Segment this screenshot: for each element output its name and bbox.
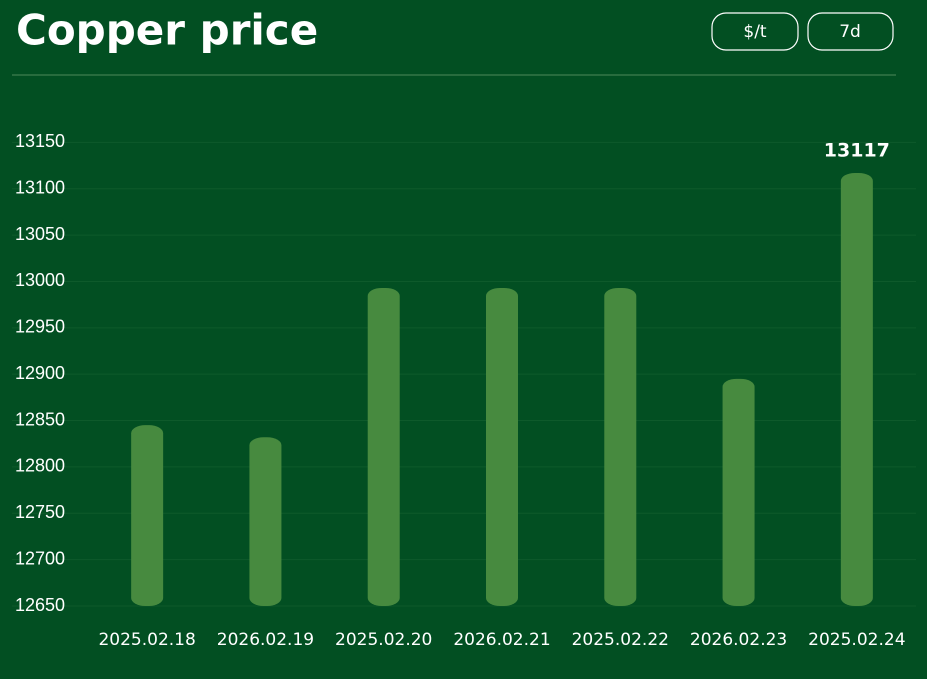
bar [840, 172, 873, 607]
button-label[interactable]: $/t [743, 22, 767, 42]
y-tick-label: 13050 [15, 224, 65, 244]
x-tick-label: 2025.02.18 [98, 630, 195, 650]
y-tick-label: 12750 [15, 502, 65, 522]
y-tick-label: 12850 [15, 409, 65, 429]
x-tick-label: 2026.02.21 [453, 630, 550, 650]
y-tick-label: 12950 [15, 317, 65, 337]
unit-button[interactable]: $/t [711, 12, 799, 51]
bar [604, 287, 637, 606]
x-tick-label: 2026.02.23 [690, 630, 787, 650]
x-tick-label: 2025.02.24 [808, 630, 905, 650]
y-tick-label: 13150 [15, 131, 65, 151]
bar [722, 378, 755, 606]
chart-title: Copper price [16, 6, 318, 55]
x-tick-label: 2025.02.22 [572, 630, 669, 650]
button-frame[interactable] [807, 12, 894, 51]
bar [486, 287, 518, 606]
y-tick-label: 12650 [15, 595, 65, 615]
y-tick-label: 12700 [15, 548, 65, 568]
button-label[interactable]: 7d [839, 22, 861, 42]
bar [131, 425, 164, 606]
button-frame[interactable] [711, 12, 799, 51]
range-button[interactable]: 7d [807, 12, 894, 51]
bar [367, 287, 400, 606]
y-tick-label: 12900 [15, 363, 65, 383]
x-tick-label: 2026.02.19 [217, 630, 314, 650]
y-tick-label: 13000 [15, 270, 65, 290]
data-label: 13117 [824, 139, 890, 161]
y-tick-label: 13100 [15, 177, 65, 197]
bar [249, 437, 282, 606]
x-tick-label: 2025.02.20 [335, 630, 432, 650]
y-tick-label: 12800 [15, 456, 65, 476]
